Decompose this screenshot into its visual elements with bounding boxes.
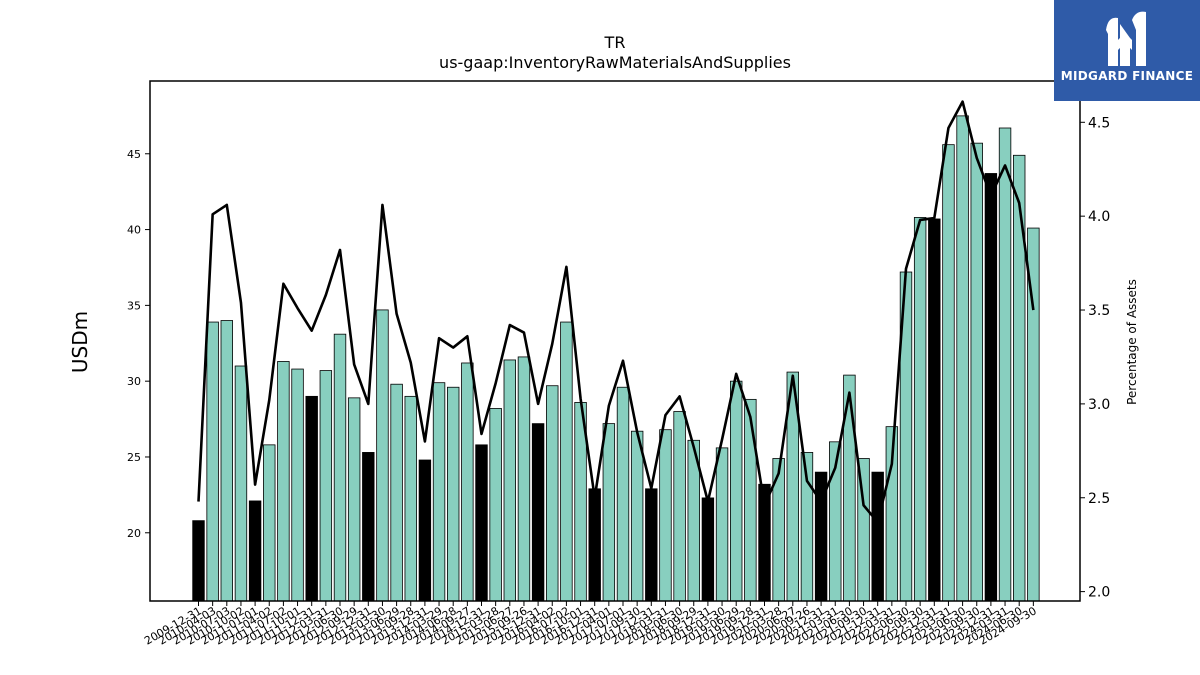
bar [432, 382, 446, 602]
bar [744, 398, 757, 602]
percentage-line [197, 100, 1035, 524]
bar [715, 447, 729, 602]
bar [630, 430, 644, 602]
bar [531, 423, 545, 602]
y-tick-label: 30 [127, 375, 141, 388]
bar [546, 385, 559, 602]
y2-tick-label: 2.0 [1088, 585, 1110, 601]
bar [234, 365, 248, 602]
bar [1013, 154, 1026, 602]
bar [376, 309, 389, 602]
chart-subtitle: us-gaap:InventoryRawMaterialsAndSupplies [439, 53, 791, 72]
y-tick-label: 25 [127, 451, 141, 464]
y2-tick-label: 3.0 [1088, 397, 1110, 413]
midgard-logo-icon [1106, 11, 1146, 66]
bar [871, 471, 884, 602]
bar [319, 370, 333, 602]
bar [362, 452, 375, 602]
y2-tick-label: 4.0 [1088, 209, 1110, 225]
bar [928, 218, 941, 602]
bar [446, 386, 460, 602]
bar [418, 459, 432, 602]
bar [192, 520, 205, 602]
bar [489, 408, 502, 602]
bar [277, 361, 290, 602]
bar [475, 444, 488, 602]
bar [390, 383, 403, 602]
midgard-logo: MIDGARD FINANCE [1054, 0, 1200, 101]
chart-title: TR [604, 33, 626, 52]
bar [998, 127, 1012, 602]
bar [305, 395, 318, 602]
bar [970, 142, 983, 602]
bar [206, 321, 219, 602]
y2-tick-label: 4.5 [1088, 115, 1110, 131]
bar [347, 397, 361, 602]
bar [588, 488, 601, 602]
bar [659, 429, 672, 602]
bar [461, 362, 474, 602]
bar [645, 488, 658, 602]
y-tick-label: 45 [127, 148, 141, 161]
bar [673, 411, 686, 602]
bar [730, 380, 743, 602]
bar [503, 359, 517, 602]
bar [333, 333, 347, 602]
bar [956, 115, 969, 602]
y-tick-label: 20 [127, 527, 141, 540]
bar [616, 386, 630, 602]
y2-tick-label: 2.5 [1088, 491, 1110, 507]
bar [560, 321, 573, 602]
y2-tick-label: 3.5 [1088, 303, 1110, 319]
bar [248, 500, 262, 602]
bar [517, 356, 531, 602]
bar [602, 423, 616, 602]
bar [984, 173, 998, 602]
plot-frame [149, 80, 1081, 602]
bar [701, 497, 715, 602]
bar [291, 368, 304, 602]
y-tick-label: 40 [127, 224, 141, 237]
bar [220, 320, 234, 602]
y-tick-label: 35 [127, 299, 141, 312]
logo-text: MIDGARD FINANCE [1060, 69, 1194, 83]
bar [913, 217, 927, 602]
bar [942, 144, 955, 602]
bar [404, 395, 417, 602]
bar [263, 444, 276, 602]
